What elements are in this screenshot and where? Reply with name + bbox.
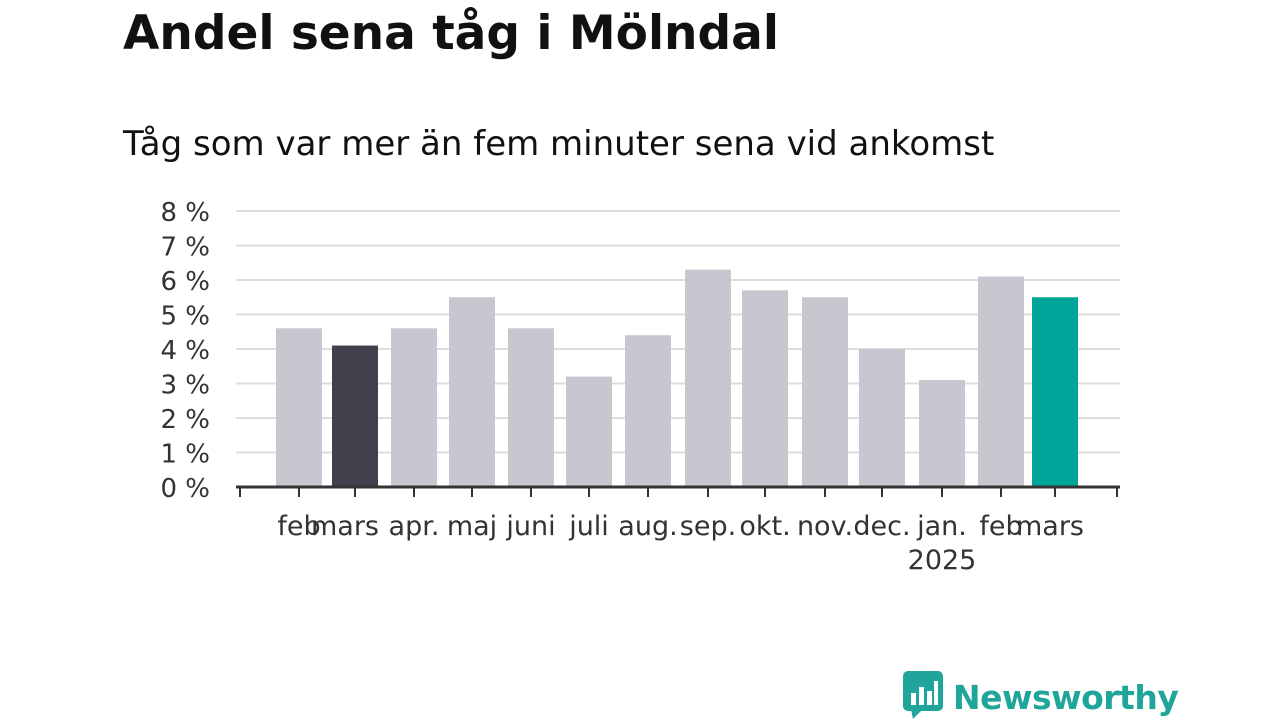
x-tick-label: feb	[277, 511, 320, 542]
x-tick-label: feb	[979, 511, 1022, 542]
bar-chart-speech-bubble-icon	[903, 671, 943, 723]
x-axis	[236, 485, 1120, 497]
x-tick-label: mars	[311, 511, 379, 542]
x-tick-label: jan.	[916, 511, 967, 542]
y-tick-label: 5 %	[160, 302, 210, 332]
bar	[978, 276, 1024, 487]
bar	[802, 297, 848, 487]
x-tick-label: apr.	[389, 511, 440, 542]
bar	[742, 290, 788, 487]
year-label: 2025	[908, 545, 977, 576]
logo-text: Newsworthy	[953, 677, 1179, 717]
newsworthy-logo: Newsworthy	[903, 671, 1179, 723]
bar	[566, 376, 612, 487]
y-tick-label: 2 %	[160, 405, 210, 435]
x-tick-label: mars	[1016, 511, 1084, 542]
x-tick-label: dec.	[853, 511, 910, 542]
x-tick-label: sep.	[680, 511, 736, 542]
bar	[859, 349, 905, 487]
bars	[276, 269, 1078, 487]
y-tick-label: 8 %	[160, 198, 210, 228]
bar	[919, 380, 965, 487]
y-tick-label: 3 %	[160, 371, 210, 401]
x-tick-label: juni	[505, 511, 555, 542]
x-tick-label: nov.	[797, 511, 853, 542]
bar	[449, 297, 495, 487]
bar	[685, 269, 731, 487]
y-tick-label: 6 %	[160, 267, 210, 297]
y-tick-label: 4 %	[160, 336, 210, 366]
bar	[1032, 297, 1078, 487]
x-tick-label: aug.	[618, 511, 677, 542]
y-axis-labels: 0 % 1 % 2 % 3 % 4 % 5 % 6 % 7 % 8 %	[160, 198, 210, 504]
bar	[625, 335, 671, 487]
bar	[276, 328, 322, 487]
y-tick-label: 1 %	[160, 440, 210, 470]
bar	[332, 345, 378, 487]
x-tick-label: juli	[568, 511, 609, 542]
bar	[508, 328, 554, 487]
chart-title: Andel sena tåg i Mölndal	[123, 6, 779, 61]
y-tick-label: 0 %	[160, 474, 210, 504]
y-tick-label: 7 %	[160, 233, 210, 263]
x-tick-label: okt.	[739, 511, 790, 542]
chart-subtitle: Tåg som var mer än fem minuter sena vid …	[123, 124, 995, 164]
x-tick-label: maj	[447, 511, 497, 542]
bar	[391, 328, 437, 487]
grid-lines	[236, 210, 1120, 454]
